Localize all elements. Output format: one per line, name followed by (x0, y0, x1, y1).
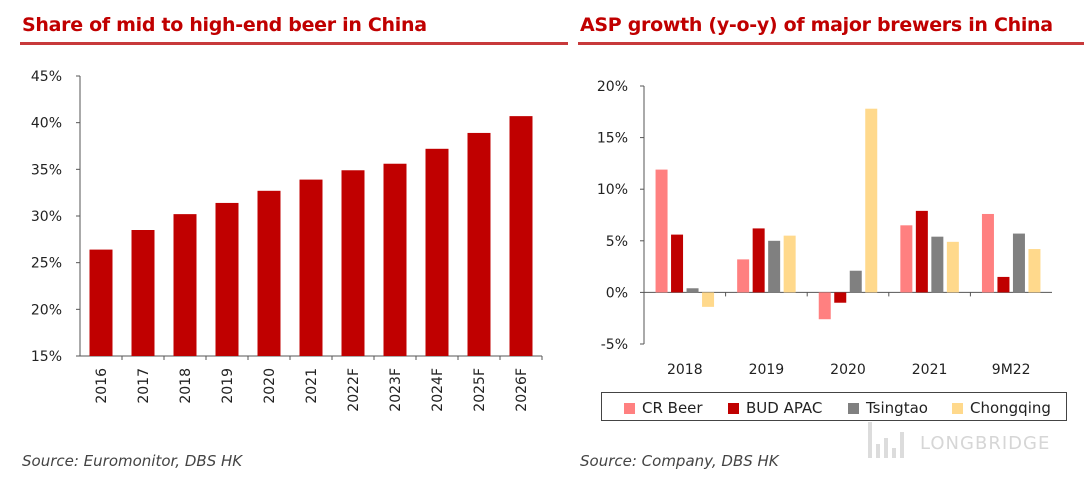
left-title-rule (20, 42, 568, 45)
right-x-tick-label: 9M22 (992, 362, 1031, 378)
right-bar-tsingtao-2019 (768, 240, 781, 293)
left-x-tick-label: 2024F (430, 368, 446, 412)
right-bar-cr-beer-2019 (737, 259, 750, 293)
right-y-tick-label: 20% (597, 79, 628, 95)
left-bar-2021 (299, 179, 323, 356)
right-bar-chongqing-9m22 (1028, 249, 1041, 293)
legend-swatch-chongqing (952, 403, 963, 414)
right-bar-bud-apac-2021 (915, 210, 928, 293)
right-bar-cr-beer-2021 (900, 225, 913, 293)
right-chart-source: Source: Company, DBS HK (580, 452, 779, 470)
right-bar-bud-apac-2018 (671, 234, 684, 293)
right-bar-tsingtao-2020 (849, 270, 862, 293)
left-bar-2026F (509, 116, 533, 356)
left-x-tick-label: 2021 (304, 368, 320, 404)
left-bar-2023F (383, 163, 407, 356)
left-bar-2017 (131, 230, 155, 356)
left-y-tick-label: 35% (31, 162, 62, 178)
left-bar-2020 (257, 190, 281, 356)
right-chart-legend: CR Beer BUD APAC Tsingtao Chongqing (601, 392, 1067, 421)
legend-item-cr-beer: CR Beer (624, 399, 703, 417)
watermark-logo-bar (900, 432, 904, 458)
left-x-tick-label: 2019 (220, 368, 236, 404)
left-y-tick-label: 40% (31, 116, 62, 132)
left-y-tick-label: 20% (31, 302, 62, 318)
watermark-logo-bar (868, 422, 872, 458)
watermark-logo-bar (892, 448, 896, 458)
watermark-text: LONGBRIDGE (920, 433, 1051, 454)
right-bar-chongqing-2018 (702, 292, 715, 307)
right-chart-title: ASP growth (y-o-y) of major brewers in C… (580, 14, 1053, 36)
right-y-tick-label: 0% (606, 285, 628, 301)
left-x-tick-label: 2018 (178, 368, 194, 404)
right-x-tick-label: 2019 (749, 362, 785, 378)
left-chart-title: Share of mid to high-end beer in China (22, 14, 427, 36)
right-bar-tsingtao-2018 (686, 288, 699, 293)
watermark-logo-bar (876, 444, 880, 458)
right-bar-cr-beer-2020 (818, 292, 831, 320)
right-bar-cr-beer-2018 (655, 169, 668, 293)
left-chart-source: Source: Euromonitor, DBS HK (22, 452, 243, 470)
right-x-tick-label: 2018 (667, 362, 703, 378)
watermark-logo-bar (884, 438, 888, 458)
longbridge-watermark: LONGBRIDGE (862, 420, 1072, 462)
legend-label: BUD APAC (746, 399, 823, 417)
left-y-tick-label: 30% (31, 209, 62, 225)
legend-label: Tsingtao (866, 399, 928, 417)
right-bar-tsingtao-9m22 (1012, 233, 1025, 293)
right-bar-cr-beer-9m22 (981, 213, 994, 293)
right-bar-bud-apac-2020 (834, 292, 847, 303)
legend-label: CR Beer (642, 399, 703, 417)
left-bar-2025F (467, 132, 491, 356)
left-bar-2016 (89, 249, 113, 356)
legend-item-bud-apac: BUD APAC (728, 399, 822, 417)
left-bar-2018 (173, 214, 197, 356)
legend-label: Chongqing (970, 399, 1051, 417)
right-x-tick-label: 2020 (830, 362, 866, 378)
legend-swatch-cr-beer (624, 403, 635, 414)
right-bar-tsingtao-2021 (931, 236, 944, 293)
legend-swatch-bud-apac (728, 403, 739, 414)
right-bar-chongqing-2020 (865, 108, 878, 293)
right-y-tick-label: -5% (601, 337, 628, 353)
left-x-tick-label: 2023F (388, 368, 404, 412)
right-y-tick-label: 10% (597, 182, 628, 198)
right-bar-bud-apac-2019 (752, 228, 765, 293)
left-x-tick-label: 2026F (514, 368, 530, 412)
left-x-tick-label: 2022F (346, 368, 362, 412)
right-bar-bud-apac-9m22 (997, 276, 1010, 293)
right-x-tick-label: 2021 (912, 362, 948, 378)
left-y-tick-label: 15% (31, 349, 62, 365)
left-bar-2024F (425, 148, 449, 356)
right-bar-chongqing-2021 (946, 241, 959, 293)
legend-item-tsingtao: Tsingtao (848, 399, 928, 417)
legend-swatch-tsingtao (848, 403, 859, 414)
right-y-tick-label: 15% (597, 131, 628, 147)
right-bar-chongqing-2019 (783, 235, 796, 293)
left-bar-2022F (341, 170, 365, 356)
left-x-tick-label: 2020 (262, 368, 278, 404)
left-bar-2019 (215, 202, 239, 356)
left-x-tick-label: 2016 (94, 368, 110, 404)
left-x-tick-label: 2017 (136, 368, 152, 404)
legend-item-chongqing: Chongqing (952, 399, 1051, 417)
left-x-tick-label: 2025F (472, 368, 488, 412)
left-y-tick-label: 25% (31, 256, 62, 272)
right-y-tick-label: 5% (606, 234, 628, 250)
right-title-rule (578, 42, 1084, 45)
left-y-tick-label: 45% (31, 69, 62, 85)
